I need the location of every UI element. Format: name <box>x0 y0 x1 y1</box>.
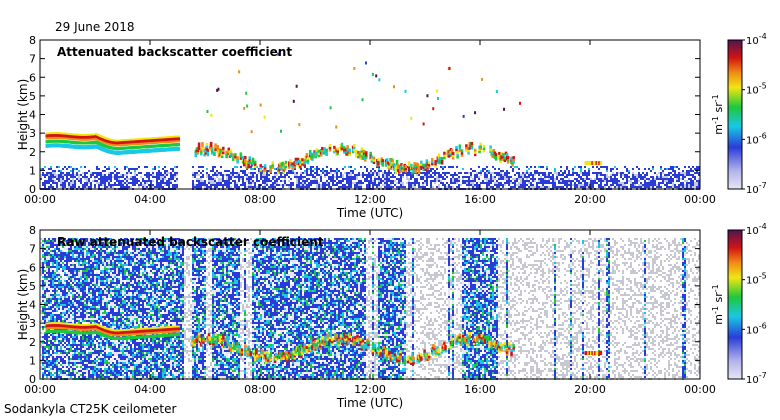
y-tick-label: 2 <box>29 336 36 349</box>
y-tick-label: 0 <box>29 373 36 386</box>
colorbar: 10-7 10-6 10-5 10-4 m-1 sr-1 <box>711 222 767 386</box>
x-tick-label: 16:00 <box>464 383 496 396</box>
x-tick-label: 08:00 <box>244 193 276 206</box>
y-tick-label: 6 <box>29 261 36 274</box>
y-tick-label: 7 <box>29 53 36 66</box>
panel-title: Raw attenuated backscatter coefficient <box>57 235 324 249</box>
colorbar-scale <box>728 40 742 189</box>
panel-2: 00:00 04:00 08:00 12:00 16:00 20:00 00:0001234… <box>16 222 767 410</box>
x-tick-label: 00:00 <box>684 193 716 206</box>
colorbar-unit-label: m-1 sr-1 <box>711 94 725 134</box>
x-tick-label: 12:00 <box>354 383 386 396</box>
colorbar-scale <box>728 230 742 379</box>
x-tick-label: 20:00 <box>574 383 606 396</box>
y-tick-label: 5 <box>29 90 36 103</box>
x-axis-label: Time (UTC) <box>336 396 403 410</box>
y-tick-label: 1 <box>29 354 36 367</box>
panel-title: Attenuated backscatter coefficient <box>57 45 292 59</box>
y-tick-label: 5 <box>29 280 36 293</box>
x-tick-label: 12:00 <box>354 193 386 206</box>
x-tick-label: 08:00 <box>244 383 276 396</box>
x-tick-label: 04:00 <box>134 193 166 206</box>
x-axis-label: Time (UTC) <box>336 206 403 220</box>
x-tick-label: 16:00 <box>464 193 496 206</box>
y-axis-label: Height (km) <box>16 269 30 340</box>
colorbar: 10-7 10-6 10-5 10-4 m-1 sr-1 <box>711 32 767 196</box>
x-tick-label: 04:00 <box>134 383 166 396</box>
colorbar-tick-label: 10-5 <box>746 272 767 287</box>
x-tick-label: 20:00 <box>574 193 606 206</box>
colorbar-unit-label: m-1 sr-1 <box>711 284 725 324</box>
colorbar-tick-label: 10-4 <box>746 32 767 47</box>
x-tick-label: 00:00 <box>684 383 716 396</box>
colorbar-tick-label: 10-4 <box>746 222 767 237</box>
y-tick-label: 6 <box>29 71 36 84</box>
y-tick-label: 3 <box>29 127 36 140</box>
colorbar-tick-label: 10-7 <box>746 181 767 196</box>
y-tick-label: 1 <box>29 164 36 177</box>
y-tick-label: 4 <box>29 299 36 312</box>
panel-1: 00:00 04:00 08:00 12:00 16:00 20:00 00:0001234… <box>16 32 767 220</box>
colorbar-tick-label: 10-6 <box>746 131 767 146</box>
y-tick-label: 4 <box>29 109 36 122</box>
y-axis-label: Height (km) <box>16 79 30 150</box>
colorbar-tick-label: 10-5 <box>746 82 767 97</box>
colorbar-tick-label: 10-6 <box>746 321 767 336</box>
y-tick-label: 8 <box>29 34 36 47</box>
y-tick-label: 3 <box>29 317 36 330</box>
y-tick-label: 8 <box>29 224 36 237</box>
y-tick-label: 7 <box>29 243 36 256</box>
colorbar-tick-label: 10-7 <box>746 371 767 386</box>
y-tick-label: 2 <box>29 146 36 159</box>
y-tick-label: 0 <box>29 183 36 196</box>
